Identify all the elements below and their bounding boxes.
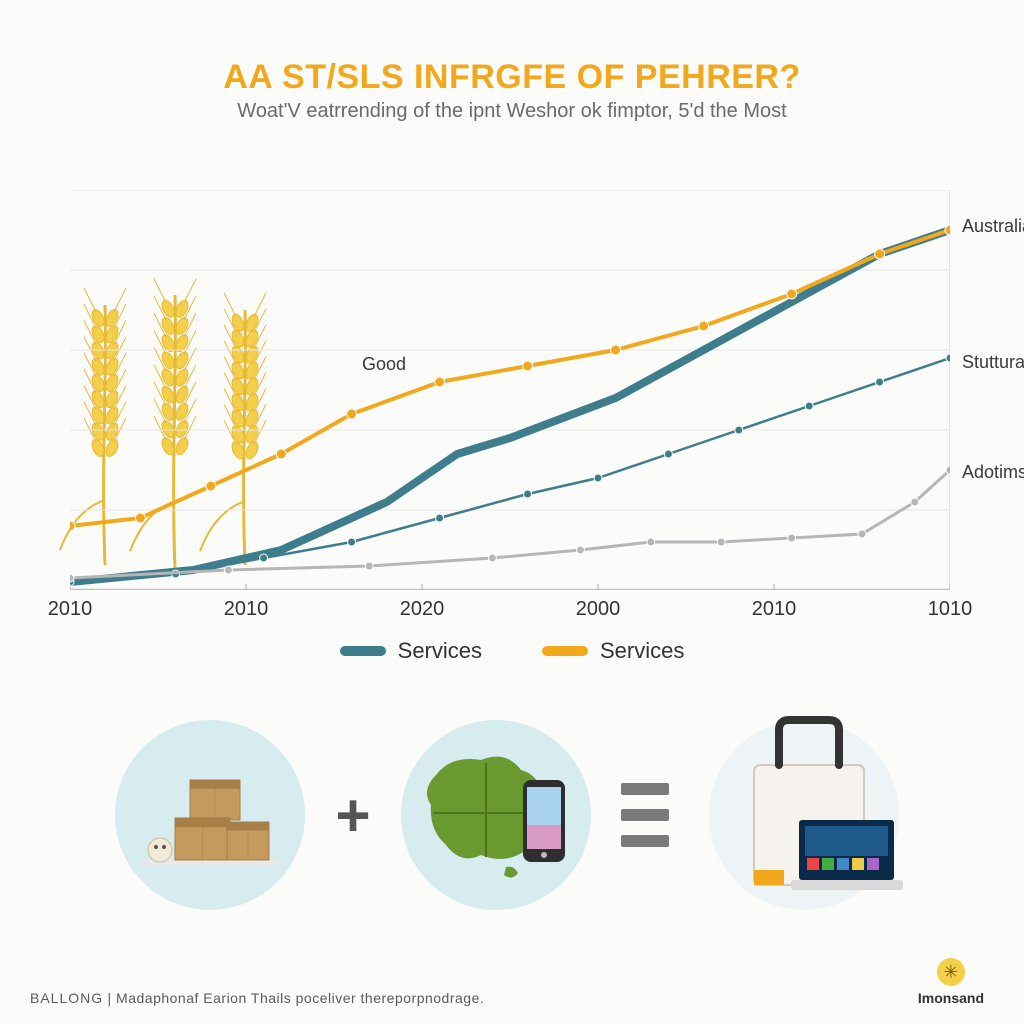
icon-equation-row: + [0,700,1024,930]
brand-icon: ✳ [937,958,965,986]
legend-label: Services [600,638,684,664]
x-tick-label: 2010 [224,598,269,621]
x-axis-labels: 201020102020200020101010 [70,598,950,628]
legend-item-0: Services [340,638,482,664]
trend-chart [70,190,950,590]
footer-lead: BALLONG [30,990,103,1006]
x-tick-label: 2020 [400,598,445,621]
brand-mark: ✳ Imonsand [918,958,984,1006]
footer-text: BALLONG | Madaphonaf Earion Thails pocel… [30,990,484,1006]
legend-label: Services [398,638,482,664]
series-label-stuttura: Stuttura [962,352,1024,373]
legend-swatch [542,646,588,656]
page-subtitle: Woat'V eatrrending of the ipnt Weshor ok… [0,100,1024,123]
boxes-icon [115,720,305,910]
x-tick-label: 2010 [48,598,93,621]
x-tick-label: 2010 [752,598,797,621]
equals-icon [621,783,669,847]
series-label-australian: Australian [962,216,1024,237]
australia-phone-icon [401,720,591,910]
page-title: AA ST/SLS INFRGFE OF PEHRER? [0,58,1024,97]
legend-swatch [340,646,386,656]
x-tick-label: 1010 [928,598,973,621]
series-label-good: Good [362,354,406,375]
legend-item-1: Services [542,638,684,664]
footer-rest: | Madaphonaf Earion Thails poceliver the… [108,990,485,1006]
chart-legend: Services Services [0,638,1024,664]
bag-laptop-icon [699,710,909,920]
plus-icon: + [335,781,370,850]
series-label-adotims: Adotims [962,462,1024,483]
x-tick-label: 2000 [576,598,621,621]
brand-text: Imonsand [918,990,984,1006]
